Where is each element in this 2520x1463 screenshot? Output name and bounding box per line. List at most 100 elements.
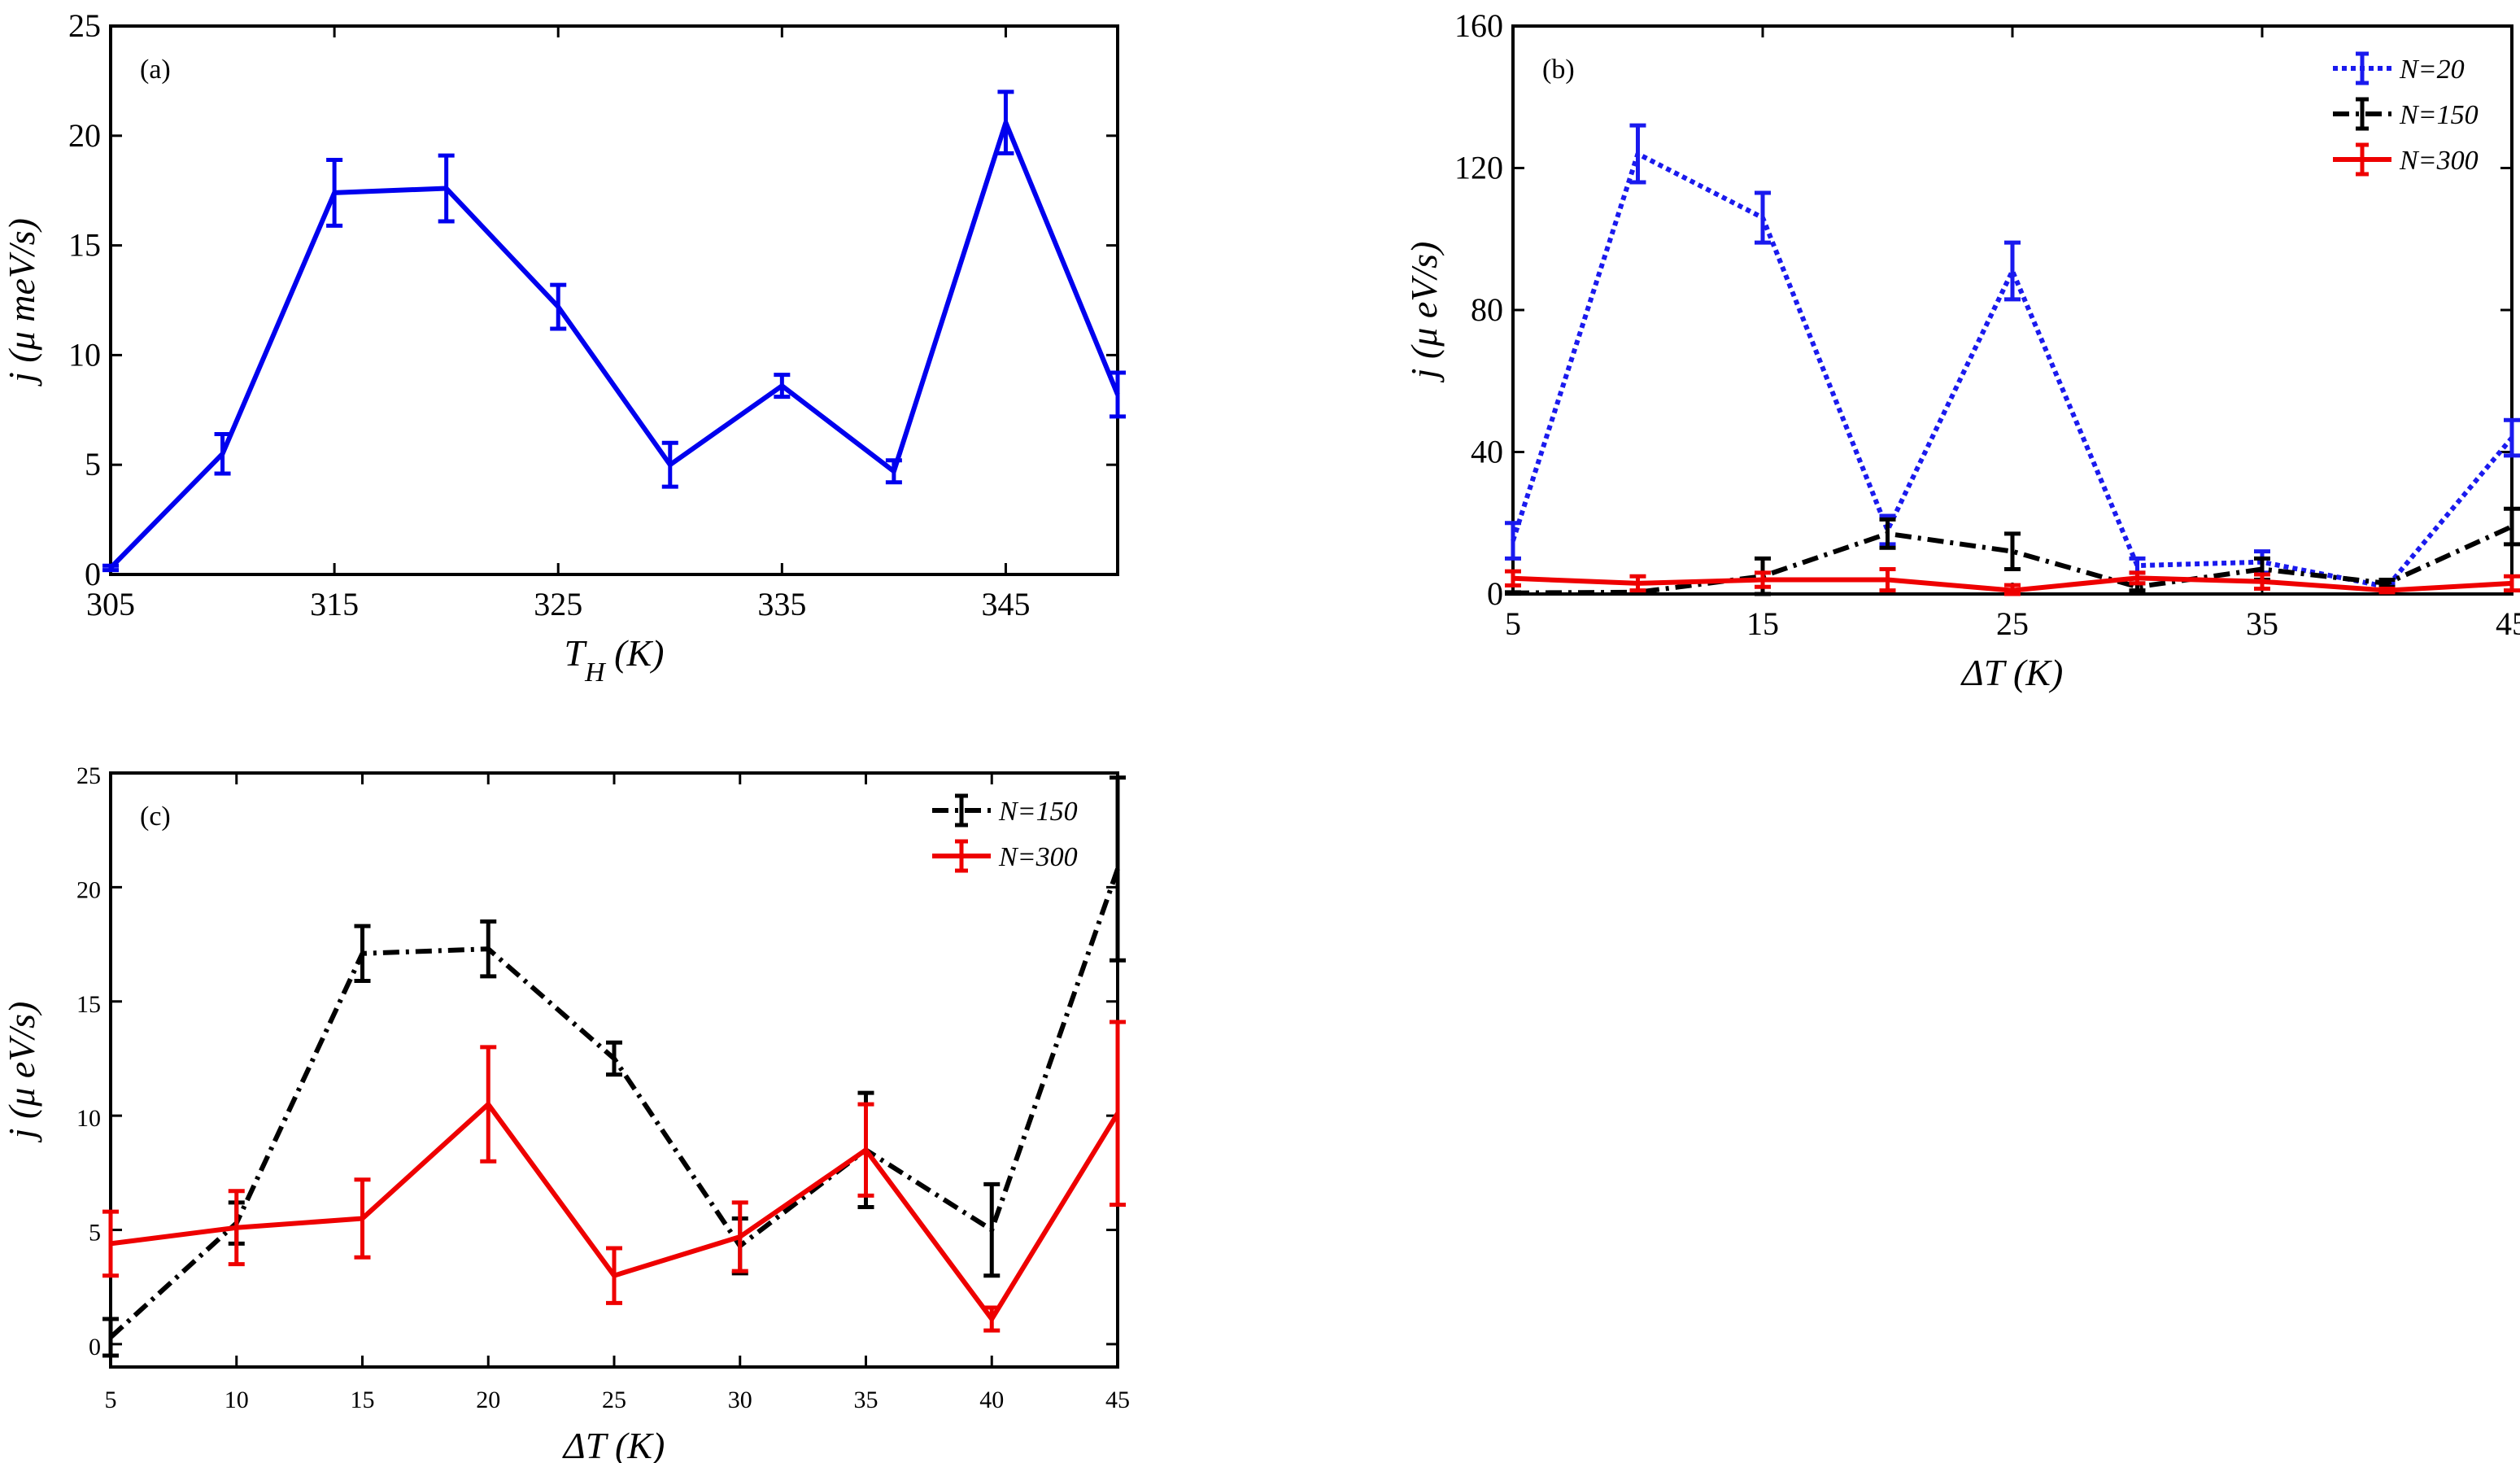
y-tick-label: 0: [89, 1334, 101, 1360]
legend-label: N=300: [998, 842, 1078, 872]
y-tick-label: 5: [89, 1220, 101, 1247]
y-tick-label: 15: [76, 991, 101, 1018]
series-main-errorbar: [102, 563, 119, 573]
y-axis-label: j (μ eV/s): [1, 1002, 42, 1143]
x-tick-label: 10: [225, 1387, 249, 1413]
x-axis-label-sub: H: [584, 657, 607, 688]
series-n300-errorbar: [2504, 574, 2520, 593]
series-main-errorbar: [997, 90, 1014, 155]
series-main-line: [108, 120, 1120, 570]
y-tick-label: 25: [68, 7, 101, 44]
legend-label: N=300: [2399, 146, 2479, 176]
series-main-errorbar: [774, 373, 791, 400]
series-n150-errorbar: [354, 924, 371, 983]
x-axis-label: ΔT (K): [562, 1425, 665, 1463]
x-tick-label: 325: [534, 586, 582, 622]
plot-frame: [109, 24, 1119, 576]
series-main-errorbar: [885, 458, 902, 485]
y-tick-label: 10: [76, 1105, 101, 1132]
series-n150-errorbar: [480, 919, 497, 979]
series-n150-errorbar: [2004, 531, 2021, 571]
legend-label: N=150: [2399, 100, 2479, 130]
x-axis-label-unit: (K): [605, 632, 665, 674]
series-n300-errorbar: [857, 1102, 874, 1198]
series-n300-errorbar: [731, 1200, 748, 1273]
series-n150-errorbar: [2504, 506, 2520, 547]
series-n300-errorbar: [1755, 570, 1771, 589]
series-n150-errorbar: [1879, 517, 1896, 550]
x-tick-label: 20: [476, 1387, 500, 1413]
x-tick-label: 5: [105, 1387, 117, 1413]
panel-b: 5 15 25 35 45 0 40 80 120 160 (b) ΔT (K) j (μ eV/s) N…: [1403, 7, 2520, 693]
series-n20-line: [1511, 151, 2514, 590]
y-tick-label: 20: [68, 117, 101, 154]
legend-entry: N=20: [2333, 51, 2465, 85]
x-tick-label: 45: [2496, 605, 2520, 642]
series-group: [102, 90, 1126, 573]
series-main-errorbar: [1110, 370, 1126, 419]
series-n300-errorbar: [228, 1189, 245, 1267]
legend-entry: N=150: [2333, 97, 2479, 131]
series-n300-errorbar: [2004, 583, 2021, 596]
series-n300-errorbar: [606, 1246, 622, 1305]
x-tick-label: 15: [1746, 605, 1779, 642]
series-n20-errorbar: [2504, 417, 2520, 458]
series-n150-line: [1512, 524, 2513, 596]
series-n300-errorbar: [1110, 1020, 1126, 1208]
x-axis-label: TH (K): [565, 632, 665, 688]
x-axis-label-main: ΔT: [1960, 652, 2008, 693]
x-axis-label-main: ΔT: [562, 1425, 609, 1463]
series-n300-errorbar: [2378, 586, 2396, 595]
series-main-errorbar: [214, 431, 231, 476]
y-tick-label: 160: [1454, 7, 1503, 44]
legend-entry: N=300: [2333, 142, 2479, 177]
x-tick-label: 335: [757, 586, 806, 622]
y-tick-label: 10: [68, 336, 101, 373]
series-n300-errorbar: [1629, 574, 1646, 593]
y-tick-label: 5: [85, 446, 101, 483]
x-axis-label: ΔT (K): [1960, 652, 2064, 693]
x-tick-label: 5: [1505, 605, 1521, 642]
series-n150-errorbar: [1110, 775, 1126, 963]
y-axis-label: j (μ meV/s): [1, 218, 42, 386]
x-tick-label: 315: [310, 586, 359, 622]
series-main-errorbar: [661, 440, 678, 489]
x-tick-label: 35: [2246, 605, 2278, 642]
x-tick-label: 30: [728, 1387, 752, 1413]
x-tick-label: 35: [854, 1387, 879, 1413]
series-n300-errorbar: [354, 1177, 371, 1260]
series-n20-errorbar: [1755, 190, 1771, 245]
series-n300-errorbar: [102, 1209, 119, 1278]
panel-label: (a): [140, 55, 171, 85]
series-main-errorbar: [438, 153, 455, 224]
x-tick-label: 15: [351, 1387, 375, 1413]
x-tick-label: 305: [86, 586, 135, 622]
x-tick-label: 25: [1996, 605, 2029, 642]
series-n300-errorbar: [983, 1305, 1001, 1333]
series-main-errorbar: [550, 282, 567, 331]
series-n20-errorbar: [1505, 521, 1521, 561]
y-tick-label: 120: [1454, 150, 1503, 186]
series-n300-errorbar: [2129, 570, 2146, 586]
series-main-errorbar: [326, 157, 343, 228]
x-tick-label: 25: [602, 1387, 626, 1413]
y-tick-label: 40: [1471, 434, 1503, 470]
x-tick-label: 345: [981, 586, 1030, 622]
series-group: [1505, 123, 2520, 596]
series-n150-errorbar: [102, 1317, 119, 1358]
x-axis-label-main: T: [565, 632, 588, 674]
legend: N=20 N=150 N=300: [2333, 51, 2479, 177]
legend-entry: N=300: [932, 839, 1078, 873]
x-axis-label-unit: (K): [2003, 652, 2063, 693]
x-tick-label: 45: [1105, 1387, 1130, 1413]
legend-label: N=20: [2399, 55, 2465, 85]
series-n20-errorbar: [1629, 123, 1646, 185]
x-tick-label: 40: [979, 1387, 1004, 1413]
panel-label: (b): [1542, 55, 1575, 85]
x-axis-label-unit: (K): [605, 1425, 665, 1463]
y-tick-label: 25: [76, 762, 101, 789]
legend-entry: N=150: [932, 793, 1078, 828]
y-tick-label: 80: [1471, 291, 1503, 328]
y-axis-label: j (μ eV/s): [1403, 242, 1445, 383]
